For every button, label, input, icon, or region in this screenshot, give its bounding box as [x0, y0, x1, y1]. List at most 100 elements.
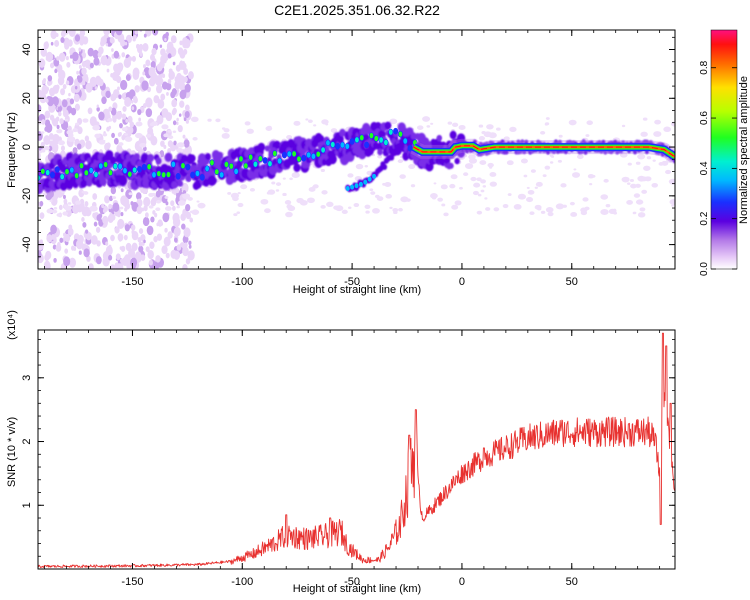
spectrogram-y-tick-label: -20: [21, 188, 33, 204]
spectrogram-core-blob: [310, 153, 316, 160]
spectrogram-core-blob: [252, 160, 258, 168]
spectrogram-core-blob: [223, 161, 229, 168]
spectrogram-noise-blob: [120, 39, 126, 47]
spectrogram-noise-blob: [167, 78, 172, 84]
spectrogram-noise-blob: [142, 216, 150, 227]
spectrogram-band-blob: [444, 157, 451, 165]
spectrogram-noise-blob: [635, 161, 641, 165]
spectrogram-core-blob: [38, 174, 41, 182]
spectrogram-noise-blob: [149, 53, 155, 61]
spectrogram-noise-blob: [167, 147, 172, 154]
spectrogram-noise-blob: [169, 141, 174, 147]
spectrogram-noise-blob: [197, 202, 206, 209]
spectrogram-noise-blob: [547, 211, 554, 217]
spectrogram-noise-blob: [127, 56, 133, 62]
spectrogram-core-blob: [54, 166, 60, 173]
spectrogram-noise-blob: [110, 72, 114, 78]
spectrogram-noise-blob: [168, 70, 175, 80]
spectrogram-noise-blob: [355, 163, 364, 170]
spectrogram-core-blob: [40, 167, 46, 175]
spectrogram-noise-blob: [665, 169, 672, 175]
spectrogram-noise-blob: [106, 68, 110, 73]
spectrogram-noise-blob: [422, 116, 431, 122]
spectrogram-core-blob: [219, 171, 225, 179]
spectrogram-noise-blob: [179, 60, 184, 66]
spectrogram-noise-blob: [155, 84, 163, 94]
spectrogram-noise-blob: [130, 224, 136, 231]
spectrogram-noise-blob: [115, 30, 123, 36]
spectrogram-noise-blob: [146, 225, 154, 236]
spectrogram-noise-blob: [136, 44, 141, 49]
spectrogram-noise-blob: [74, 103, 80, 111]
spectrogram-noise-blob: [157, 77, 164, 86]
spectrogram-noise-blob: [79, 204, 83, 209]
spectrogram-noise-blob: [150, 61, 156, 69]
spectrogram-noise-blob: [82, 221, 87, 228]
spectrogram-noise-blob: [477, 193, 482, 197]
spectrogram-noise-blob: [221, 132, 230, 139]
spectrogram-noise-blob: [175, 64, 181, 72]
spectrogram-noise-blob: [103, 205, 108, 213]
spectrogram-noise-blob: [135, 192, 142, 201]
spectrogram-noise-blob: [66, 61, 71, 68]
spectrogram-band-blob: [264, 145, 270, 152]
spectrogram-noise-blob: [81, 61, 87, 68]
spectrogram-noise-blob: [121, 257, 129, 267]
spectrogram-noise-blob: [371, 153, 376, 157]
spectrogram-noise-blob: [156, 114, 164, 125]
spectrogram-noise-blob: [45, 190, 53, 201]
spectrogram-noise-blob: [330, 128, 338, 133]
spectrogram-noise-blob: [137, 108, 142, 116]
spectrogram-noise-blob: [75, 239, 84, 250]
spectrogram-noise-blob: [341, 209, 348, 215]
spectrogram-noise-blob: [312, 184, 319, 189]
snr-series-line: [38, 332, 675, 569]
spectrogram-noise-blob: [473, 182, 481, 188]
spectrogram-noise-blob: [540, 210, 546, 214]
spectrogram-noise-blob: [117, 218, 125, 229]
spectrogram-noise-blob: [484, 197, 488, 200]
spectrogram-noise-blob: [44, 253, 50, 262]
spectrogram-core-blob: [397, 130, 403, 138]
spectrogram-core-blob: [363, 179, 368, 185]
spectrogram-noise-blob: [75, 122, 80, 126]
spectrogram-noise-blob: [117, 233, 124, 242]
spectrogram-noise-blob: [306, 197, 315, 204]
spectrogram-noise-blob: [440, 184, 448, 190]
spectrogram-noise-blob: [108, 244, 112, 249]
spectrogram-band-blob: [454, 157, 460, 165]
spectrogram-noise-blob: [663, 126, 672, 133]
spectrogram-core-blob: [127, 170, 133, 178]
spectrogram-noise-blob: [244, 121, 251, 126]
spectrogram-noise-blob: [321, 190, 328, 195]
spectrogram-noise-blob: [480, 189, 485, 193]
tight-ridge-peak: [413, 145, 675, 158]
spectrogram-noise-blob: [582, 197, 589, 202]
spectrogram-noise-blob: [384, 182, 392, 188]
spectrogram-x-tick-label: -100: [231, 276, 253, 288]
spectrogram-noise-blob: [626, 182, 631, 185]
snr-y-label: SNR (10 * v/v): [6, 417, 18, 487]
spectrogram-noise-blob: [452, 122, 459, 128]
spectrogram-band-blob: [164, 152, 173, 163]
spectrogram-core-blob: [107, 169, 113, 177]
spectrogram-x-tick-label: -150: [121, 276, 143, 288]
spectrogram-core-blob: [161, 171, 167, 179]
spectrogram-noise-blob: [113, 137, 119, 145]
spectrogram-noise-blob: [138, 228, 144, 235]
spectrogram-core-blob: [190, 171, 196, 179]
spectrogram-noise-blob: [347, 206, 352, 210]
spectrogram-noise-blob: [240, 184, 248, 190]
spectrogram-noise-blob: [489, 172, 497, 177]
spectrogram-noise-blob: [600, 208, 609, 215]
spectrogram-noise-blob: [441, 203, 446, 207]
spectrogram-noise-blob: [365, 210, 370, 214]
spectrogram-noise-blob: [98, 139, 106, 145]
spectrogram-noise-blob: [410, 184, 416, 188]
spectrogram-noise-blob: [92, 49, 99, 59]
spectrogram-noise-blob: [90, 235, 98, 245]
spectrogram-noise-blob: [179, 50, 186, 59]
spectrogram-noise-blob: [408, 164, 416, 170]
spectrogram-noise-blob: [150, 72, 158, 82]
spectrogram-noise-blob: [493, 207, 500, 212]
